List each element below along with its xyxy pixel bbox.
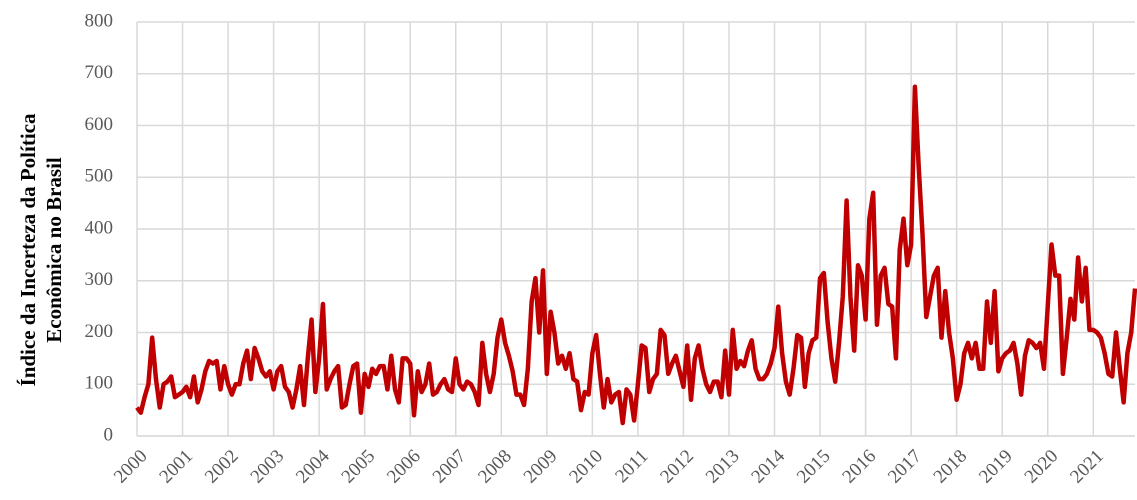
y-tick-label: 500: [85, 166, 114, 187]
y-axis-label: Índice da Incerteza da Política: [16, 113, 40, 386]
data-line: [135, 84, 1137, 426]
x-tick-label: 2008: [474, 446, 516, 488]
x-tick-label: 2019: [975, 446, 1017, 488]
x-tick-label: 2005: [338, 446, 380, 488]
x-tick-label: 2003: [247, 446, 289, 488]
y-tick-label: 700: [85, 62, 114, 83]
x-tick-label: 2013: [702, 446, 744, 488]
x-tick-label: 2015: [793, 446, 835, 488]
x-tick-label: 2009: [520, 446, 562, 488]
y-tick-label: 600: [85, 114, 114, 135]
x-tick-label: 2016: [838, 446, 880, 488]
y-tick-label: 300: [85, 269, 114, 290]
x-tick-label: 2021: [1066, 446, 1108, 488]
y-tick-label: 400: [85, 217, 114, 238]
x-tick-label: 2001: [155, 446, 197, 488]
y-tick-label: 200: [85, 321, 114, 342]
x-tick-label: 2014: [747, 445, 789, 487]
x-tick-label: 2004: [292, 445, 334, 487]
x-tick-label: 2012: [656, 446, 698, 488]
x-tick-label: 2000: [110, 446, 152, 488]
x-tick-label: 2002: [201, 446, 243, 488]
y-axis-label: Econômica no Brasil: [42, 157, 66, 343]
y-tick-label: 0: [104, 424, 114, 445]
x-tick-label: 2020: [1021, 446, 1063, 488]
x-tick-label: 2018: [930, 446, 972, 488]
x-tick-label: 2010: [565, 446, 607, 488]
x-tick-label: 2017: [884, 446, 926, 488]
y-tick-label: 800: [85, 10, 114, 31]
x-tick-label: 2007: [429, 446, 471, 488]
x-tick-label: 2006: [383, 446, 425, 488]
y-tick-label: 100: [85, 373, 114, 394]
x-tick-label: 2011: [611, 446, 652, 487]
